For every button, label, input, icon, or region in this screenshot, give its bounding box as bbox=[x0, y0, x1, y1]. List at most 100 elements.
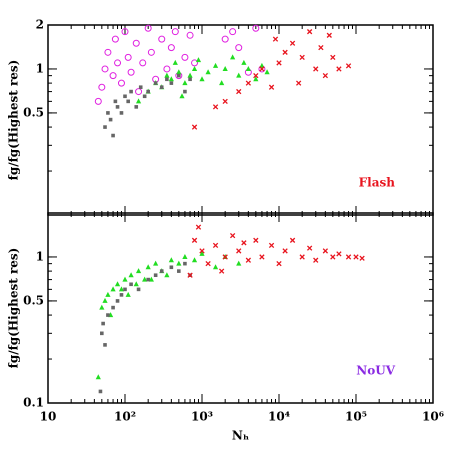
panel-annotation: NoUV bbox=[356, 364, 395, 378]
y-tick-label: 1 bbox=[36, 249, 44, 263]
point bbox=[119, 111, 124, 115]
point bbox=[212, 264, 219, 270]
point bbox=[139, 59, 147, 67]
point bbox=[253, 76, 259, 82]
point bbox=[336, 66, 342, 72]
x-tick-label: 10⁵ bbox=[345, 410, 367, 424]
y-tick-label: 2 bbox=[36, 18, 44, 32]
point bbox=[353, 254, 359, 260]
point bbox=[153, 81, 158, 85]
point bbox=[212, 62, 219, 68]
x-tick-label: 10⁴ bbox=[268, 410, 290, 424]
plot-frame bbox=[47, 24, 434, 216]
point bbox=[124, 53, 132, 61]
point bbox=[245, 80, 252, 86]
point bbox=[241, 59, 247, 65]
point bbox=[191, 59, 199, 67]
point bbox=[103, 343, 107, 347]
point bbox=[187, 72, 193, 78]
point bbox=[191, 65, 198, 71]
point bbox=[330, 254, 336, 260]
point bbox=[299, 254, 305, 260]
y-tick-label: 0.5 bbox=[23, 105, 44, 119]
point bbox=[322, 72, 329, 79]
point bbox=[236, 72, 242, 78]
point bbox=[101, 65, 109, 73]
point bbox=[123, 287, 127, 292]
point bbox=[199, 76, 205, 82]
point bbox=[313, 257, 319, 263]
point bbox=[179, 93, 185, 99]
point bbox=[168, 257, 174, 263]
point bbox=[122, 276, 128, 282]
point bbox=[322, 248, 329, 254]
point bbox=[163, 65, 171, 73]
point bbox=[153, 273, 158, 278]
point bbox=[183, 261, 187, 266]
point bbox=[126, 99, 130, 104]
point bbox=[182, 80, 188, 86]
point bbox=[253, 72, 259, 79]
point bbox=[191, 237, 198, 243]
point bbox=[153, 260, 159, 266]
point bbox=[306, 29, 313, 35]
point bbox=[313, 66, 319, 72]
point bbox=[106, 313, 110, 317]
point bbox=[119, 293, 124, 297]
x-tick-label: 10 bbox=[40, 410, 57, 424]
point bbox=[345, 63, 352, 69]
point bbox=[100, 331, 104, 336]
point bbox=[330, 54, 336, 61]
point bbox=[135, 88, 143, 96]
point bbox=[241, 240, 247, 246]
point bbox=[183, 89, 187, 94]
point bbox=[172, 59, 178, 65]
point bbox=[171, 28, 179, 36]
point bbox=[268, 242, 275, 249]
point bbox=[259, 66, 265, 72]
point bbox=[195, 224, 202, 230]
point bbox=[123, 94, 127, 99]
point bbox=[103, 125, 107, 129]
point bbox=[142, 276, 148, 282]
point bbox=[109, 72, 117, 80]
point bbox=[111, 133, 115, 138]
point bbox=[205, 260, 211, 267]
point bbox=[182, 253, 188, 259]
point bbox=[129, 89, 133, 94]
point bbox=[169, 265, 174, 270]
point bbox=[110, 286, 116, 292]
point bbox=[168, 76, 174, 82]
point bbox=[106, 111, 110, 115]
point bbox=[148, 276, 154, 282]
point bbox=[138, 85, 143, 90]
point bbox=[164, 272, 170, 278]
point bbox=[111, 305, 115, 310]
y-axis-label: fg/fg(Highest res) bbox=[7, 248, 21, 369]
point bbox=[146, 277, 150, 282]
x-tick-label: 10² bbox=[114, 410, 136, 424]
point bbox=[345, 254, 352, 260]
point bbox=[158, 35, 166, 43]
point bbox=[191, 124, 198, 130]
point bbox=[165, 77, 169, 82]
point bbox=[187, 272, 193, 278]
point bbox=[159, 269, 164, 273]
point bbox=[272, 36, 279, 42]
point bbox=[127, 68, 135, 76]
point bbox=[176, 260, 182, 266]
point bbox=[113, 99, 118, 104]
point bbox=[188, 77, 192, 82]
point bbox=[99, 304, 105, 310]
point bbox=[121, 28, 129, 36]
point bbox=[205, 69, 211, 75]
point bbox=[128, 272, 134, 278]
point bbox=[221, 35, 229, 43]
point bbox=[318, 44, 324, 51]
point bbox=[146, 89, 150, 94]
point bbox=[264, 69, 270, 75]
point bbox=[326, 32, 332, 38]
point bbox=[108, 117, 113, 122]
point bbox=[212, 104, 219, 110]
